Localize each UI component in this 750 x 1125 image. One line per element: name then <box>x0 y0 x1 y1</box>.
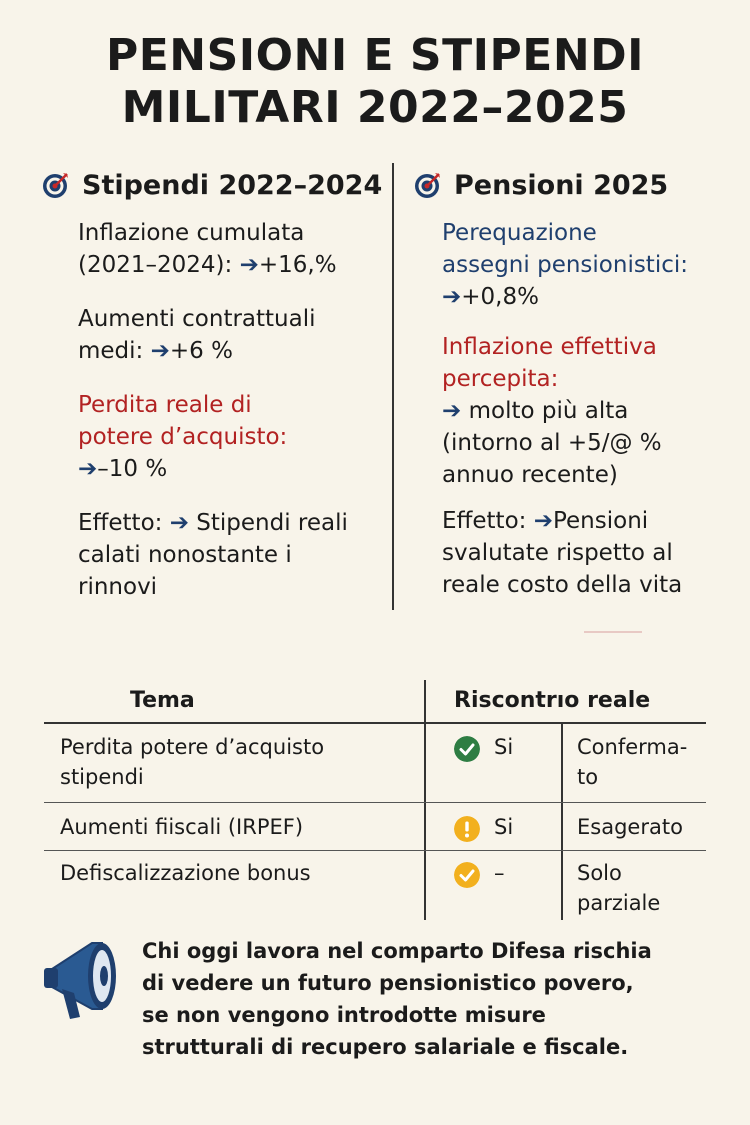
faint-mark <box>584 631 642 633</box>
arrow-icon: ➔ <box>78 456 98 482</box>
perceived-label-1: Inflazione effettiva <box>442 334 657 360</box>
page-title-line2: MILITARI 2022–2025 <box>121 82 629 133</box>
effect-line-1: Effetto: ➔ Stipendi reali <box>78 510 348 536</box>
verification-table: Tema Riscontrıo reale Perdita potere d’a… <box>44 680 706 920</box>
loss-value: –10 % <box>97 456 168 482</box>
loss-label-1: Perdita reale di <box>78 392 252 418</box>
raises-line: medi: ➔+6 % <box>78 338 233 364</box>
footer-callout: Chi oggi lavora nel comparto Difesa risc… <box>40 935 720 1075</box>
effect-line-2: calati nonostante i <box>78 542 292 568</box>
arrow-icon: ➔ <box>533 508 553 534</box>
table-row: Defiscalizzazione bonus – Solo parziale <box>44 858 706 920</box>
row-note: Solo parziale <box>577 861 661 915</box>
perceived-inflation-block: Inflazione effettiva percepita: ➔ molto … <box>442 331 732 491</box>
perceived-line-5: annuo recente) <box>442 462 618 488</box>
loss-label-2: potere d’acquisto: <box>78 424 288 450</box>
table-vline-1 <box>424 680 426 920</box>
pensions-column: Pensioni 2025 Perequazione assegni pensi… <box>412 165 732 601</box>
salaries-heading: Stipendi 2022–2024 <box>40 165 385 205</box>
perequazione-line: ➔+0,8% <box>442 281 732 313</box>
target-icon <box>415 173 440 198</box>
inflation-block: Inflazione cumulata (2021–2024): ➔+16,% <box>78 217 385 281</box>
pension-effect-line-3: reale costo della vita <box>442 572 683 598</box>
row-answer: – <box>494 861 505 885</box>
column-divider <box>392 163 394 610</box>
effect-line-3: rinnovi <box>78 574 158 600</box>
megaphone-icon <box>44 942 116 1019</box>
col-header-riscontro: Riscontrıo reale <box>454 688 651 713</box>
raises-block: Aumenti contrattuali medi: ➔+6 % <box>78 303 385 367</box>
perceived-label-2: percepita: <box>442 366 559 392</box>
pension-effect-line-1: Effetto: ➔Pensioni <box>442 508 649 534</box>
table-row-rule <box>44 850 706 851</box>
salaries-heading-text: Stipendi 2022–2024 <box>82 169 383 201</box>
warning-circle-icon <box>454 816 480 842</box>
row-answer: Si <box>494 735 514 759</box>
perequazione-block: Perequazione assegni pensionistici: ➔+0,… <box>442 217 732 313</box>
inflation-line: (2021–2024): ➔+16,% <box>78 252 337 278</box>
raises-value: +6 % <box>169 338 233 364</box>
pensions-heading-text: Pensioni 2025 <box>454 169 669 201</box>
page-title-line1: PENSIONI E STIPENDI <box>105 30 645 81</box>
table-header-rule <box>44 722 706 724</box>
arrow-icon: ➔ <box>442 398 462 424</box>
perceived-line: ➔ molto più alta <box>442 398 629 424</box>
perequazione-label-1: Perequazione <box>442 220 597 246</box>
inflation-value: +16,% <box>258 252 337 278</box>
effect-block: Effetto: ➔ Stipendi reali calati nonosta… <box>78 507 385 603</box>
check-circle-icon <box>454 736 480 762</box>
arrow-icon: ➔ <box>442 284 462 310</box>
target-icon <box>43 173 68 198</box>
row-note: Esagerato <box>577 815 683 839</box>
footer-text: Chi oggi lavora nel comparto Difesa risc… <box>142 939 652 1059</box>
row-tema: Aumenti fiiscali (IRPEF) <box>60 815 304 839</box>
table-row: Perdita potere d’acquisto stipendi Si Co… <box>44 732 706 800</box>
table-vline-2 <box>561 724 563 920</box>
col-header-tema: Tema <box>130 688 195 713</box>
pension-effect-line-2: svalutate rispetto al <box>442 540 673 566</box>
page-title: PENSIONI E STIPENDI MILITARI 2022–2025 <box>0 30 750 134</box>
row-tema: Perdita potere d’acquisto stipendi <box>60 735 325 789</box>
table-row-rule <box>44 802 706 803</box>
loss-line: ➔–10 % <box>78 453 385 485</box>
table-header: Tema Riscontrıo reale <box>44 680 706 722</box>
perequazione-label-2: assegni pensionistici: <box>442 252 689 278</box>
pensions-heading: Pensioni 2025 <box>412 165 732 205</box>
salaries-column: Stipendi 2022–2024 Inflazione cumulata (… <box>40 165 385 603</box>
arrow-icon: ➔ <box>150 338 170 364</box>
row-tema: Defiscalizzazione bonus <box>60 861 311 885</box>
table-row: Aumenti fiiscali (IRPEF) Si Esagerato <box>44 812 706 848</box>
perceived-line-4: (intorno al +5/@ % <box>442 430 662 456</box>
arrow-icon: ➔ <box>169 510 189 536</box>
perequazione-value: +0,8% <box>461 284 539 310</box>
pension-effect-block: Effetto: ➔Pensioni svalutate rispetto al… <box>442 505 732 601</box>
row-answer: Si <box>494 815 514 839</box>
loss-block: Perdita reale di potere d’acquisto: ➔–10… <box>78 389 385 485</box>
row-note: Conferma- to <box>577 735 688 789</box>
check-circle-icon <box>454 862 480 888</box>
arrow-icon: ➔ <box>239 252 259 278</box>
raises-label: Aumenti contrattuali <box>78 306 316 332</box>
inflation-label: Inflazione cumulata <box>78 220 305 246</box>
